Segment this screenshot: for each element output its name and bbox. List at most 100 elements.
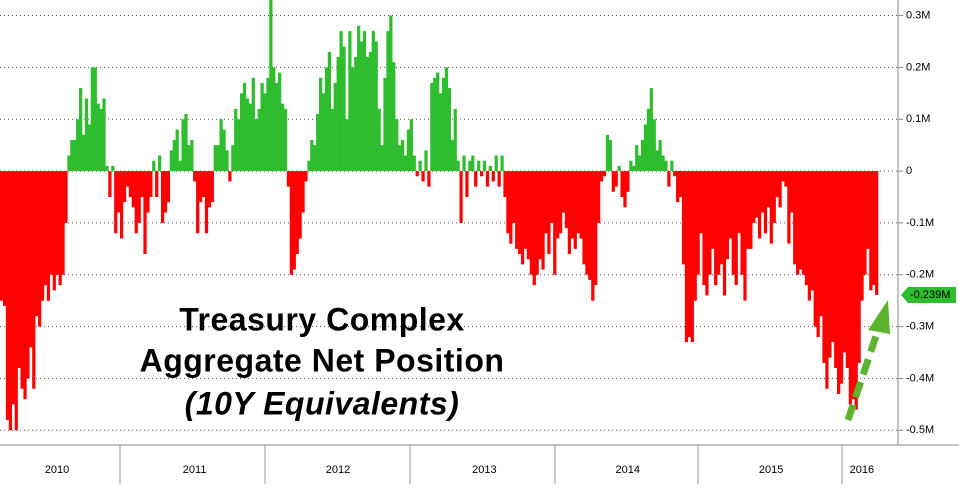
bar — [38, 171, 42, 327]
bar — [29, 171, 33, 348]
bar — [722, 171, 727, 296]
bar — [149, 171, 153, 197]
bar — [626, 171, 630, 192]
bar — [395, 119, 399, 172]
bar — [520, 171, 525, 265]
bar — [324, 67, 329, 172]
bar — [561, 171, 566, 213]
bar — [728, 171, 732, 239]
bar — [699, 171, 703, 234]
bar — [681, 171, 686, 265]
bar — [415, 171, 419, 177]
bar — [731, 171, 735, 275]
bar — [755, 171, 759, 218]
bar — [503, 171, 507, 197]
bar — [564, 171, 569, 229]
bar — [14, 171, 18, 431]
bar — [582, 171, 586, 265]
bar — [146, 171, 150, 213]
bar — [544, 171, 548, 234]
bar — [436, 72, 440, 172]
bar — [468, 160, 472, 172]
bar — [17, 171, 21, 369]
bar — [216, 145, 220, 172]
bar — [333, 82, 337, 172]
chart-title-line: Treasury Complex — [179, 301, 464, 337]
bar — [749, 171, 753, 249]
bar — [119, 171, 124, 239]
bar — [441, 77, 446, 172]
bar — [576, 171, 580, 234]
bar — [178, 160, 182, 172]
bar — [801, 171, 806, 275]
bar — [790, 171, 794, 213]
bar — [307, 160, 311, 172]
bar — [784, 171, 788, 187]
bar — [64, 171, 68, 223]
bar — [702, 171, 706, 286]
bar — [380, 145, 384, 172]
bar — [538, 171, 542, 260]
bar — [608, 139, 612, 172]
bar — [854, 171, 858, 410]
bar — [339, 31, 343, 172]
bar — [327, 51, 332, 172]
bar — [643, 124, 648, 172]
x-tick-label: 2014 — [616, 464, 640, 476]
bar — [23, 171, 27, 400]
bar — [225, 150, 229, 172]
bar — [35, 171, 39, 317]
bar — [661, 155, 665, 172]
bar — [813, 171, 817, 327]
bar — [599, 171, 604, 182]
bar — [611, 171, 615, 192]
bar — [81, 134, 86, 172]
bar — [2, 171, 7, 306]
bar — [816, 171, 820, 337]
bar — [649, 88, 653, 172]
bar — [494, 155, 498, 172]
bar — [90, 67, 94, 172]
bar — [693, 171, 697, 301]
y-tick-label: -0.3M — [906, 320, 934, 332]
bar — [602, 171, 607, 177]
x-tick-label: 2016 — [850, 464, 874, 476]
bar — [108, 171, 112, 197]
bar — [321, 93, 326, 172]
bar — [125, 171, 130, 187]
bar — [330, 108, 334, 172]
bar — [79, 88, 83, 172]
bar — [111, 165, 115, 172]
bar — [102, 98, 106, 172]
bar — [550, 171, 554, 223]
bar — [286, 171, 291, 187]
bar — [766, 171, 771, 208]
bar — [114, 171, 118, 234]
bar — [204, 171, 209, 234]
bar — [547, 171, 551, 255]
bar — [155, 171, 159, 197]
bar — [623, 171, 627, 208]
bar — [658, 139, 662, 172]
bar — [99, 108, 103, 172]
bar — [474, 171, 478, 187]
bar — [635, 145, 639, 172]
x-tick-label: 2013 — [472, 464, 496, 476]
bar — [222, 129, 226, 172]
arrow — [844, 300, 890, 422]
bar — [848, 171, 852, 405]
bar — [857, 171, 861, 363]
bar — [266, 77, 270, 172]
bar — [447, 88, 452, 172]
x-tick-label: 2011 — [183, 464, 207, 476]
bar — [392, 62, 396, 172]
bar — [705, 171, 709, 296]
bar — [175, 129, 179, 172]
bar — [439, 93, 443, 172]
bar — [280, 103, 285, 172]
x-tick-label: 2012 — [326, 464, 350, 476]
bar — [456, 160, 460, 172]
bar — [298, 171, 302, 239]
bar — [43, 171, 48, 286]
bar — [523, 171, 528, 249]
